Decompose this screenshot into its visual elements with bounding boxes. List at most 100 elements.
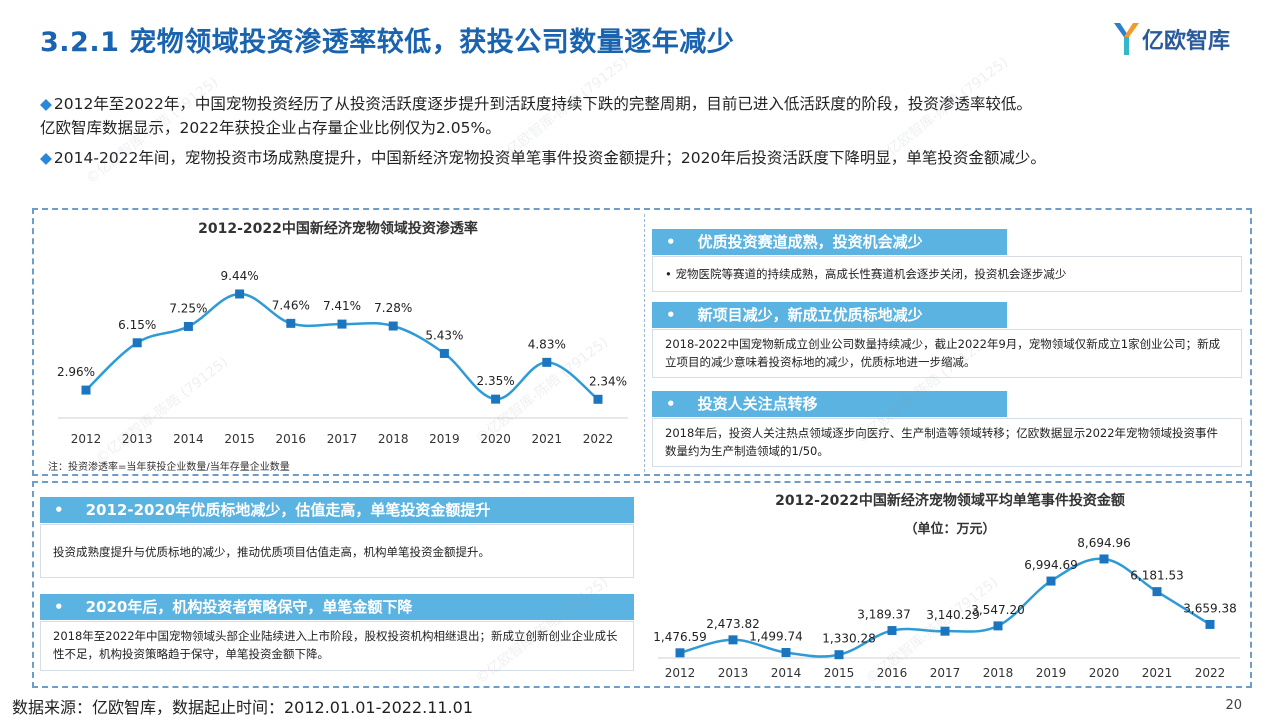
top-panel xyxy=(32,208,1252,476)
x-tick-label: 2021 xyxy=(1142,666,1173,680)
data-point xyxy=(439,348,449,358)
data-point xyxy=(1205,619,1215,629)
diamond-bullet-icon: ◆ xyxy=(40,95,52,113)
data-label: 8,694.96 xyxy=(1077,536,1130,550)
logo: 亿欧智库 xyxy=(1112,19,1252,59)
data-label: 7.25% xyxy=(169,301,207,315)
info-heading-5: • 2020年后，机构投资者策略保守，单笔金额下降 xyxy=(40,594,634,620)
data-label: 2.35% xyxy=(477,374,515,388)
summary-bullet-1-line-1: 2012年至2022年，中国宠物投资经历了从投资活跃度逐步提升到活跃度持续下跌的… xyxy=(53,95,1032,113)
bullet-icon: • xyxy=(666,306,676,324)
data-label: 6,994.69 xyxy=(1024,558,1077,572)
data-source-footer: 数据来源：亿欧智库，数据起止时间：2012.01.01-2022.11.01 xyxy=(12,698,473,717)
x-tick-label: 2022 xyxy=(1195,666,1226,680)
summary-bullet-2-text: 2014-2022年间，宠物投资市场成熟度提升，中国新经济宠物投资单笔事件投资金… xyxy=(53,149,1046,167)
info-body-5: 2018年至2022年中国宠物领域头部企业陆续进入上市阶段，股权投资机构相继退出… xyxy=(40,621,634,671)
data-point xyxy=(593,394,603,404)
data-point xyxy=(940,626,950,636)
x-tick-label: 2014 xyxy=(173,432,204,446)
data-point xyxy=(286,318,296,328)
x-tick-label: 2019 xyxy=(1036,666,1067,680)
info-heading-1: • 优质投资赛道成熟，投资机会减少 xyxy=(652,229,1007,255)
chart-1-note: 注：投资渗透率=当年获投企业数量/当年存量企业数量 xyxy=(48,462,290,473)
data-point xyxy=(132,338,142,348)
data-point xyxy=(781,648,791,658)
info-body-1: • 宠物医院等赛道的持续成熟，高成长性赛道机会逐步关闭，投资机会逐步减少 xyxy=(652,256,1242,292)
data-label: 3,547.20 xyxy=(971,603,1024,617)
summary-bullets: ◆ 2012年至2022年，中国宠物投资经历了从投资活跃度逐步提升到活跃度持续下跌… xyxy=(40,92,1260,176)
info-body-2: 2018-2022中国宠物新成立创业公司数量持续减少，截止2022年9月，宠物领… xyxy=(652,329,1242,378)
data-label: 2.96% xyxy=(57,365,95,379)
x-tick-label: 2013 xyxy=(122,432,153,446)
x-tick-label: 2013 xyxy=(718,666,749,680)
logo-icon xyxy=(1114,23,1139,55)
summary-bullet-1-line-2: 亿欧智库数据显示，2022年获投企业占存量企业比例仅为2.05%。 xyxy=(40,119,501,137)
data-point xyxy=(834,650,844,660)
x-tick-label: 2015 xyxy=(824,666,855,680)
data-point xyxy=(728,635,738,645)
logo-text: 亿欧智库 xyxy=(1142,29,1231,54)
chart-1-title: 2012-2022中国新经济宠物领域投资渗透率 xyxy=(198,221,478,237)
bottom-panel xyxy=(32,481,1252,688)
data-point xyxy=(1046,576,1056,586)
data-label: 5.43% xyxy=(425,328,463,342)
data-point xyxy=(81,385,91,395)
bullet-icon: • xyxy=(666,395,676,413)
x-tick-label: 2016 xyxy=(276,432,307,446)
data-label: 2,473.82 xyxy=(706,617,759,631)
x-tick-label: 2014 xyxy=(771,666,802,680)
data-label: 1,330.28 xyxy=(822,632,875,646)
info-heading-4: • 2012-2020年优质标地减少，估值走高，单笔投资金额提升 xyxy=(40,497,634,523)
data-label: 7.41% xyxy=(323,299,361,313)
x-tick-label: 2022 xyxy=(583,432,614,446)
data-point xyxy=(235,289,245,299)
x-tick-label: 2019 xyxy=(429,432,460,446)
summary-bullet-1: ◆ 2012年至2022年，中国宠物投资经历了从投资活跃度逐步提升到活跃度持续下跌… xyxy=(40,92,1260,140)
x-tick-label: 2017 xyxy=(930,666,961,680)
data-point xyxy=(993,621,1003,631)
data-label: 9.44% xyxy=(221,269,259,283)
x-tick-label: 2015 xyxy=(224,432,255,446)
data-label: 7.28% xyxy=(374,301,412,315)
diamond-bullet-icon: ◆ xyxy=(40,149,52,167)
data-point xyxy=(887,626,897,636)
data-label: 3,189.37 xyxy=(857,608,910,622)
data-label: 6.15% xyxy=(118,318,156,332)
x-tick-label: 2017 xyxy=(327,432,358,446)
data-point xyxy=(675,648,685,658)
data-point xyxy=(388,321,398,331)
data-label: 1,499.74 xyxy=(749,630,802,644)
x-tick-label: 2020 xyxy=(480,432,511,446)
data-point xyxy=(337,319,347,329)
data-point xyxy=(1152,587,1162,597)
info-heading-3: • 投资人关注点转移 xyxy=(652,391,1007,417)
info-heading-2: • 新项目减少，新成立优质标地减少 xyxy=(652,302,1007,328)
data-label: 7.46% xyxy=(272,298,310,312)
data-point xyxy=(1099,554,1109,564)
x-tick-label: 2012 xyxy=(665,666,696,680)
chart-2-title: 2012-2022中国新经济宠物领域平均单笔事件投资金额 xyxy=(775,493,1125,509)
page-title: 3.2.1 宠物领域投资渗透率较低，获投公司数量逐年减少 xyxy=(40,27,735,58)
x-tick-label: 2016 xyxy=(877,666,908,680)
info-body-3: 2018年后，投资人关注热点领域逐步向医疗、生产制造等领域转移；亿欧数据显示20… xyxy=(652,418,1242,467)
data-label: 3,140.29 xyxy=(926,608,979,622)
data-label: 2.34% xyxy=(589,374,627,388)
chart-2-avg-investment: 1,476.59 2012 2,473.82 2013 1,499.74 2014 1,33… xyxy=(653,536,1240,680)
bullet-icon: • xyxy=(54,598,64,616)
data-label: 4.83% xyxy=(528,337,566,351)
x-tick-label: 2020 xyxy=(1089,666,1120,680)
data-label: 1,476.59 xyxy=(653,630,706,644)
data-point xyxy=(491,394,501,404)
panel-divider xyxy=(644,214,645,472)
info-body-4: 投资成熟度提升与优质标地的减少，推动优质项目估值走高，机构单笔投资金额提升。 xyxy=(40,524,634,578)
data-point xyxy=(183,321,193,331)
x-tick-label: 2018 xyxy=(983,666,1014,680)
data-label: 3,659.38 xyxy=(1183,601,1236,615)
bullet-icon: • xyxy=(54,501,64,519)
x-tick-label: 2018 xyxy=(378,432,409,446)
x-tick-label: 2012 xyxy=(71,432,102,446)
data-point xyxy=(542,357,552,367)
summary-bullet-2: ◆ 2014-2022年间，宠物投资市场成熟度提升，中国新经济宠物投资单笔事件投资… xyxy=(40,146,1260,170)
data-label: 6,181.53 xyxy=(1130,569,1183,583)
page-number: 20 xyxy=(1225,698,1242,713)
